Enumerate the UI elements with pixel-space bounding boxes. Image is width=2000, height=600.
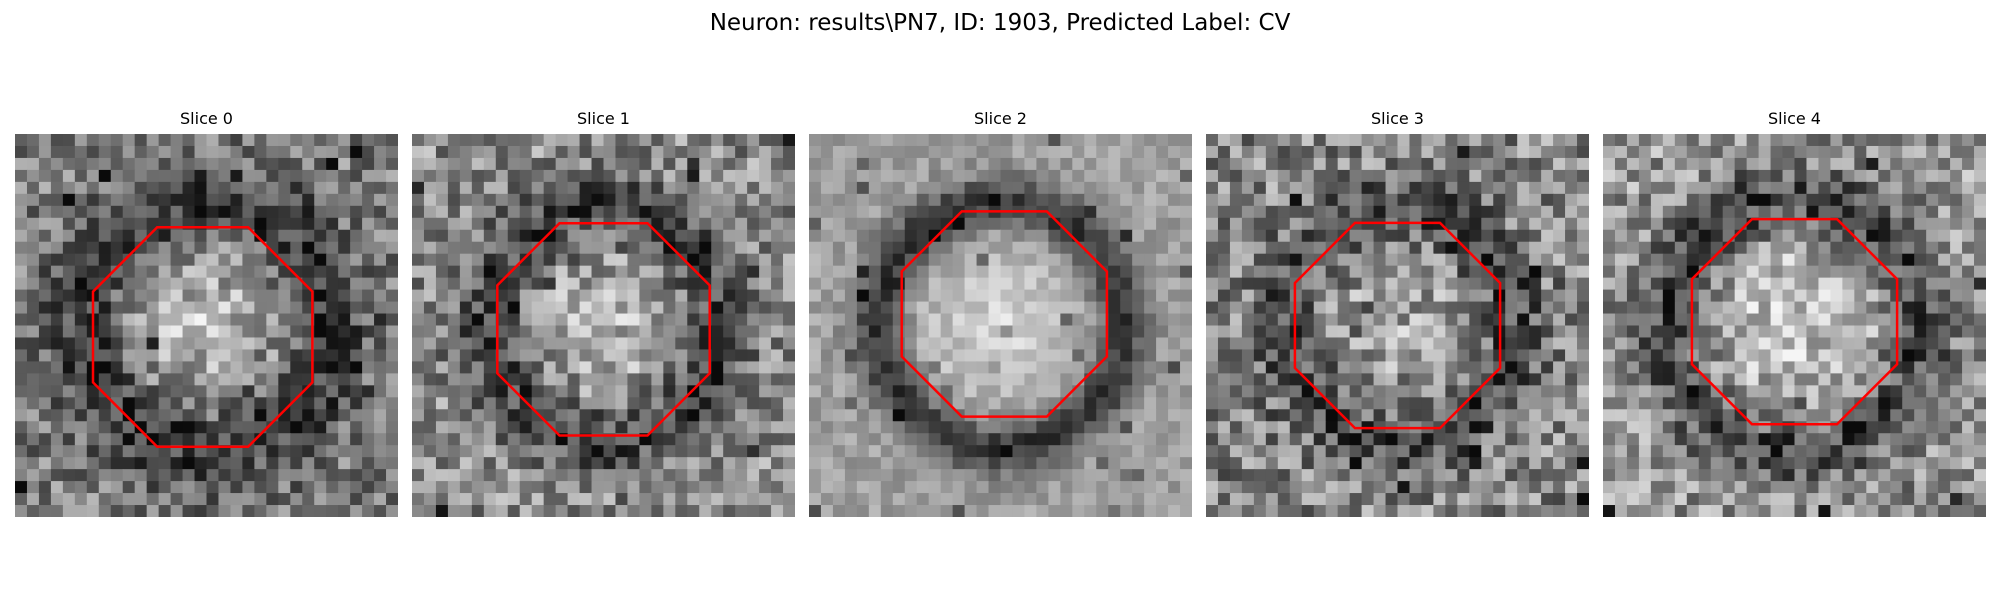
slice-image-0 — [15, 134, 398, 517]
slice-image-1 — [412, 134, 795, 517]
contour-octagon — [91, 226, 314, 448]
slice-title: Slice 3 — [1371, 109, 1424, 128]
slice-title: Slice 2 — [974, 109, 1027, 128]
slice-panel-3: Slice 3 — [1206, 108, 1589, 517]
slice-title: Slice 0 — [180, 109, 233, 128]
slice-panel-2: Slice 2 — [809, 108, 1192, 517]
figure-title: Neuron: results\PN7, ID: 1903, Predicted… — [709, 10, 1291, 36]
contour-octagon — [496, 221, 711, 437]
contour-octagon — [1293, 221, 1502, 430]
slice-title: Slice 4 — [1768, 109, 1821, 128]
slice-image-4 — [1603, 134, 1986, 517]
slice-image-2 — [809, 134, 1192, 517]
slice-title: Slice 1 — [577, 109, 630, 128]
slice-panel-0: Slice 0 — [15, 108, 398, 517]
contour-octagon — [900, 210, 1109, 418]
slice-panel-1: Slice 1 — [412, 108, 795, 517]
slice-image-3 — [1206, 134, 1589, 517]
contour-octagon — [1690, 217, 1899, 426]
slice-panel-4: Slice 4 — [1603, 108, 1986, 517]
